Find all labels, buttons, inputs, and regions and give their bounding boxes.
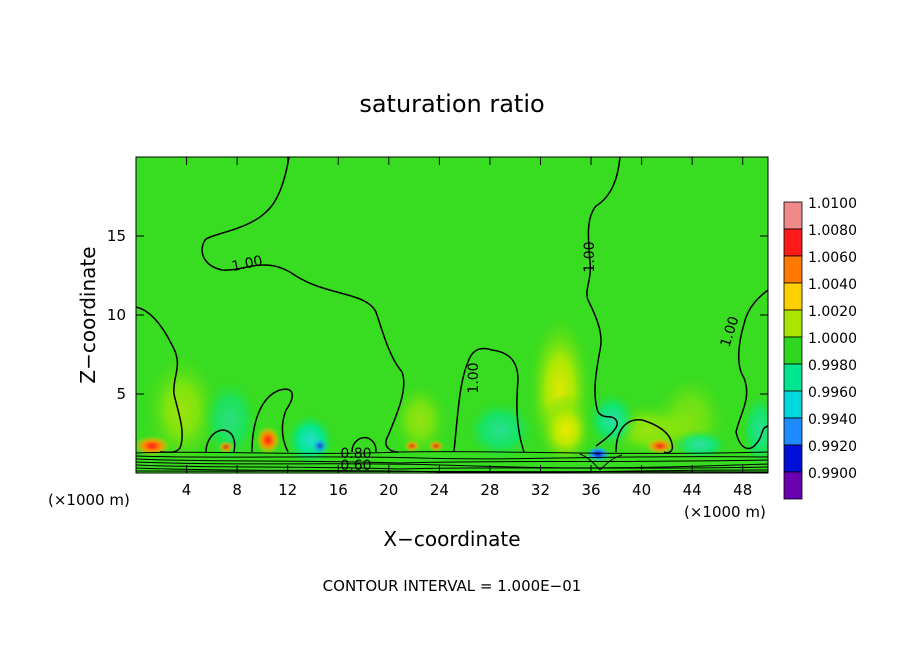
contour-bump-10 [251,388,293,453]
contour-lines [136,157,768,454]
x-tick-label: 36 [581,481,600,499]
shade-region-11 [740,390,768,470]
contour-1-00-e [453,347,525,453]
colorbar-label: 0.9900 [808,466,857,482]
y-tick-label: 15 [107,227,126,245]
colorbar-swatch [783,336,803,365]
colorbar-swatch [783,201,803,230]
shade-region-13 [256,426,280,454]
colorbar-swatch [783,309,803,338]
colorbar: 1.0100 1.0080 1.0060 1.0040 1.0020 1.0000 0.99… [783,196,857,500]
contour-label-6: 0.60 [340,458,371,474]
x-tick-label: 28 [480,481,499,499]
contour-1-00-a [201,157,405,453]
y-tick-label: 5 [116,385,126,403]
colorbar-label: 1.0020 [808,304,857,320]
colorbar-swatch [783,282,803,311]
x-tick-label: 20 [379,481,398,499]
x-tick-label: 24 [430,481,449,499]
y-tick-label: 10 [107,306,126,324]
x-unit-label-right: (×1000 m) [684,503,766,521]
x-axis-label: X−coordinate [383,527,520,551]
y-axis: 5 10 15 [107,227,768,403]
x-tick-label: 12 [278,481,297,499]
contour-label-2: 1.00 [582,241,598,272]
contour-1-00-d [735,289,768,450]
shade-region-19 [312,438,328,454]
chart-title: saturation ratio [359,90,544,118]
contour-bump-6 [205,429,236,453]
x-tick-label: 8 [232,481,242,499]
colorbar-label: 1.0080 [808,223,857,239]
colorbar-label: 1.0060 [808,250,857,266]
shade-region-10 [586,390,638,450]
contour-bump-18 [351,436,377,453]
colorbar-swatch [783,363,803,392]
contour-label-5: 0.80 [340,446,371,462]
contour-interval-note: CONTOUR INTERVAL = 1.000E−01 [323,577,582,595]
x-tick-label: 48 [733,481,752,499]
shade-region-17 [218,441,234,453]
x-unit-label-left: (×1000 m) [48,491,130,509]
colorbar-label: 0.9940 [808,412,857,428]
contour-1-00-c [586,157,621,447]
colorbar-swatch [783,471,803,500]
colorbar-swatch [783,390,803,419]
shade-region-6 [284,412,336,468]
y-axis-label: Z−coordinate [76,246,100,383]
shade-region-7 [200,376,260,464]
x-tick-label: 32 [531,481,550,499]
contour-label-4: 1.00 [466,362,482,393]
x-tick-label: 16 [329,481,348,499]
colorbar-swatch [783,228,803,257]
plot-area: 1.00 1.00 1.00 1.00 0.80 0.60 [136,157,768,474]
shade-region-16 [428,440,444,452]
x-axis: 4 8 12 16 20 24 28 32 36 40 44 48 [182,157,752,499]
colorbar-label: 0.9960 [808,385,857,401]
colorbar-swatch [783,444,803,473]
shade-region-12 [136,436,170,456]
colorbar-label: 0.9980 [808,358,857,374]
contour-label-1: 1.00 [230,253,264,275]
shade-region-1 [538,394,594,466]
surface-contour-band [136,451,768,473]
x-tick-label: 44 [683,481,702,499]
colorbar-label: 1.0100 [808,196,857,212]
x-tick-label: 4 [182,481,192,499]
colorbar-label: 0.9920 [808,439,857,455]
colorbar-label: 1.0040 [808,277,857,293]
colorbar-label: 1.0000 [808,331,857,347]
shade-region-14 [646,438,674,454]
colorbar-swatch [783,255,803,284]
contour-bump-39 [615,419,674,454]
field-shading [136,310,768,470]
shade-region-3 [390,380,450,460]
shade-region-15 [404,440,420,452]
contour-1-00-b [136,306,183,454]
colorbar-swatch [783,417,803,446]
x-tick-label: 40 [632,481,651,499]
